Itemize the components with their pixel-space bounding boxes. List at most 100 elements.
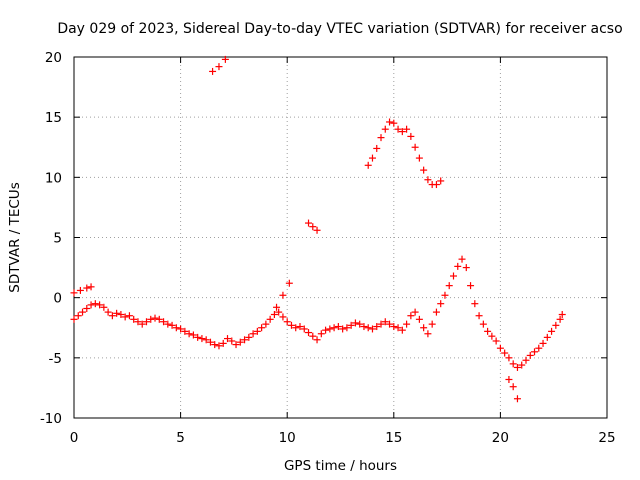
- data-point: [262, 320, 270, 328]
- data-point: [407, 312, 415, 320]
- data-point: [194, 333, 202, 341]
- data-point: [326, 325, 334, 333]
- data-point: [407, 132, 415, 140]
- data-point: [253, 327, 261, 335]
- data-point: [471, 300, 479, 308]
- data-point: [364, 324, 372, 332]
- data-point: [424, 176, 432, 184]
- data-point: [155, 315, 163, 323]
- x-tick-label: 25: [598, 430, 615, 446]
- data-point: [147, 315, 155, 323]
- data-point: [317, 330, 325, 338]
- data-point: [539, 339, 547, 347]
- data-point: [83, 304, 91, 312]
- y-tick-label: 0: [53, 291, 62, 307]
- chart-title: Day 029 of 2023, Sidereal Day-to-day VTE…: [57, 21, 622, 37]
- data-point: [411, 308, 419, 316]
- data-point: [305, 219, 313, 227]
- data-point: [398, 326, 406, 334]
- data-point: [394, 324, 402, 332]
- data-point: [309, 332, 317, 340]
- data-point: [475, 312, 483, 320]
- data-point: [160, 318, 168, 326]
- data-point: [484, 327, 492, 335]
- data-point: [479, 320, 487, 328]
- data-point: [501, 349, 509, 357]
- data-point: [420, 324, 428, 332]
- data-point: [300, 325, 308, 333]
- data-point: [403, 320, 411, 328]
- data-point: [100, 303, 108, 311]
- data-point: [287, 321, 295, 329]
- data-point: [558, 311, 566, 319]
- data-point: [211, 341, 219, 349]
- data-point: [185, 330, 193, 338]
- data-point: [437, 300, 445, 308]
- data-point: [104, 308, 112, 316]
- x-tick-label: 5: [176, 430, 185, 446]
- data-point: [70, 315, 78, 323]
- data-point: [138, 320, 146, 328]
- data-point: [221, 55, 229, 63]
- data-point: [377, 134, 385, 142]
- data-point: [415, 315, 423, 323]
- data-point: [266, 315, 274, 323]
- data-point: [87, 283, 95, 291]
- x-tick-label: 20: [492, 430, 509, 446]
- data-point: [96, 301, 104, 309]
- data-point: [334, 323, 342, 331]
- data-point: [360, 323, 368, 331]
- data-point: [87, 301, 95, 309]
- data-point: [279, 291, 287, 299]
- y-tick-label: 10: [45, 170, 62, 186]
- y-tick-label: -5: [49, 351, 62, 367]
- x-axis-label: GPS time / hours: [284, 458, 397, 474]
- data-point: [424, 330, 432, 338]
- y-tick-label: 20: [45, 50, 62, 66]
- data-point: [458, 255, 466, 263]
- y-tick-label: -10: [40, 411, 62, 427]
- data-point: [394, 125, 402, 133]
- data-point: [381, 318, 389, 326]
- data-point: [83, 284, 91, 292]
- data-point: [209, 67, 217, 75]
- data-point: [189, 331, 197, 339]
- data-point: [292, 324, 300, 332]
- data-point: [285, 279, 293, 287]
- data-point: [492, 337, 500, 345]
- data-point: [496, 344, 504, 352]
- data-point: [390, 323, 398, 331]
- x-tick-label: 15: [385, 430, 402, 446]
- data-point: [347, 321, 355, 329]
- data-point: [462, 264, 470, 272]
- data-point: [117, 311, 125, 319]
- data-point: [505, 354, 513, 362]
- x-tick-label: 10: [279, 430, 296, 446]
- data-point: [198, 335, 206, 343]
- data-point: [420, 166, 428, 174]
- data-point: [215, 63, 223, 71]
- data-point: [441, 291, 449, 299]
- plot-frame: [73, 56, 608, 419]
- data-point: [151, 314, 159, 322]
- data-point: [134, 318, 142, 326]
- data-point: [509, 383, 517, 391]
- data-point: [411, 143, 419, 151]
- data-point: [172, 324, 180, 332]
- data-point: [398, 128, 406, 136]
- data-point: [368, 154, 376, 162]
- data-point: [125, 312, 133, 320]
- data-point: [76, 286, 84, 294]
- y-axis-label: SDTVAR / TECUs: [7, 182, 23, 292]
- data-point: [215, 342, 223, 350]
- data-point: [113, 309, 121, 317]
- data-point: [273, 303, 281, 311]
- data-series: [70, 55, 566, 403]
- data-point: [351, 319, 359, 327]
- data-point: [130, 315, 138, 323]
- data-point: [121, 313, 129, 321]
- data-point: [313, 226, 321, 234]
- data-point: [228, 337, 236, 345]
- data-point: [142, 318, 150, 326]
